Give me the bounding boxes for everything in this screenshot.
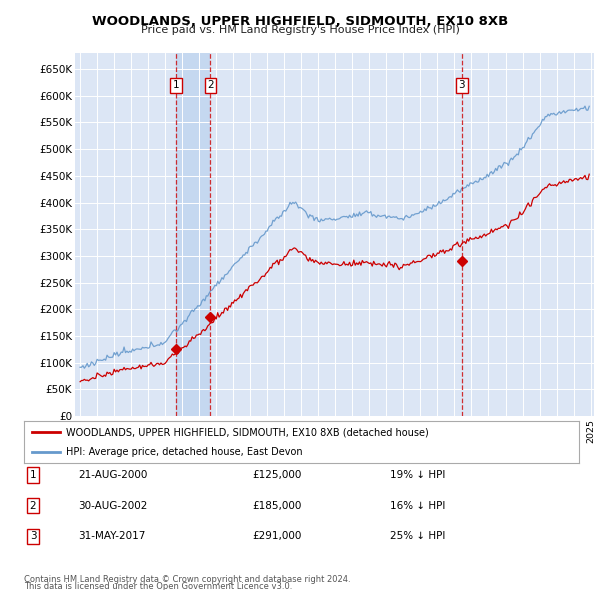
Text: 25% ↓ HPI: 25% ↓ HPI [390,532,445,541]
Text: 2: 2 [29,501,37,510]
Text: 21-AUG-2000: 21-AUG-2000 [78,470,148,480]
Text: Contains HM Land Registry data © Crown copyright and database right 2024.: Contains HM Land Registry data © Crown c… [24,575,350,584]
Text: Price paid vs. HM Land Registry's House Price Index (HPI): Price paid vs. HM Land Registry's House … [140,25,460,35]
Text: 19% ↓ HPI: 19% ↓ HPI [390,470,445,480]
Text: 31-MAY-2017: 31-MAY-2017 [78,532,145,541]
Bar [176,53,211,416]
Text: £291,000: £291,000 [252,532,301,541]
Text: 3: 3 [29,532,37,541]
Text: 16% ↓ HPI: 16% ↓ HPI [390,501,445,510]
Text: This data is licensed under the Open Government Licence v3.0.: This data is licensed under the Open Gov… [24,582,292,590]
Text: 30-AUG-2002: 30-AUG-2002 [78,501,148,510]
Text: WOODLANDS, UPPER HIGHFIELD, SIDMOUTH, EX10 8XB: WOODLANDS, UPPER HIGHFIELD, SIDMOUTH, EX… [92,15,508,28]
Text: 2: 2 [207,80,214,90]
Text: 3: 3 [458,80,465,90]
Text: 1: 1 [173,80,179,90]
Text: £125,000: £125,000 [252,470,301,480]
Text: 1: 1 [29,470,37,480]
Text: £185,000: £185,000 [252,501,301,510]
Text: HPI: Average price, detached house, East Devon: HPI: Average price, detached house, East… [65,447,302,457]
Text: WOODLANDS, UPPER HIGHFIELD, SIDMOUTH, EX10 8XB (detached house): WOODLANDS, UPPER HIGHFIELD, SIDMOUTH, EX… [65,427,428,437]
